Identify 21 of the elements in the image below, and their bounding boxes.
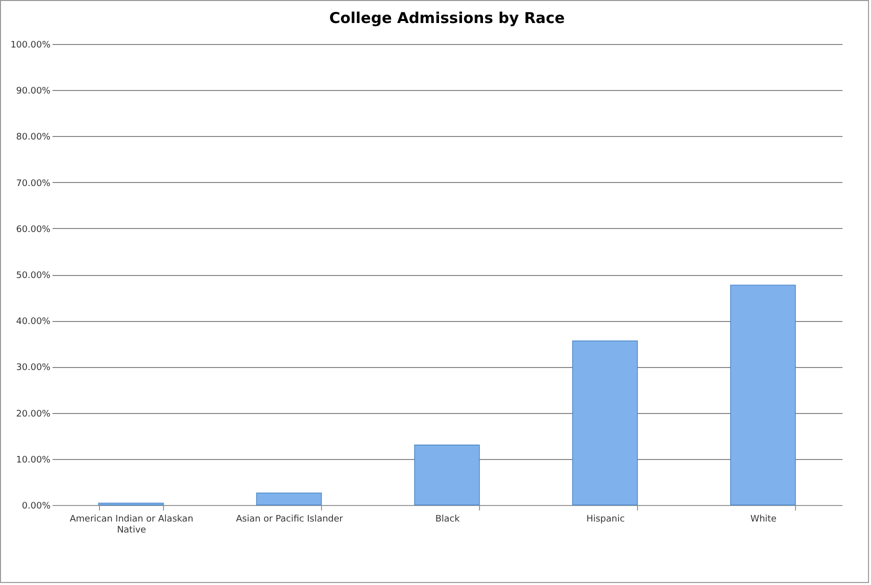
y-tick-label: 20.00% [16, 409, 51, 420]
bar [730, 284, 796, 506]
x-tick-label: White [750, 514, 778, 524]
x-tick-label: American Indian or Alaskan Native [70, 514, 194, 536]
x-tick-label: Hispanic [586, 514, 625, 524]
y-tick-label: 30.00% [16, 363, 51, 374]
y-tick-label: 50.00% [16, 271, 51, 281]
bar [572, 340, 638, 506]
x-tick-label: Black [435, 514, 460, 524]
chart-title: College Admissions by Race [329, 9, 565, 27]
y-tick-label: 10.00% [16, 455, 51, 466]
y-tick-label: 90.00% [16, 86, 51, 97]
y-tick-label: 60.00% [16, 224, 51, 235]
bar [414, 444, 480, 506]
x-tick-label: Asian or Pacific Islander [236, 514, 344, 524]
y-tick-label: 80.00% [16, 132, 51, 143]
y-tick-label: 70.00% [16, 178, 51, 189]
y-tick-label: 0.00% [22, 502, 51, 512]
y-tick-label: 100.00% [10, 40, 51, 50]
bar [256, 492, 322, 506]
y-tick-label: 40.00% [16, 317, 51, 328]
